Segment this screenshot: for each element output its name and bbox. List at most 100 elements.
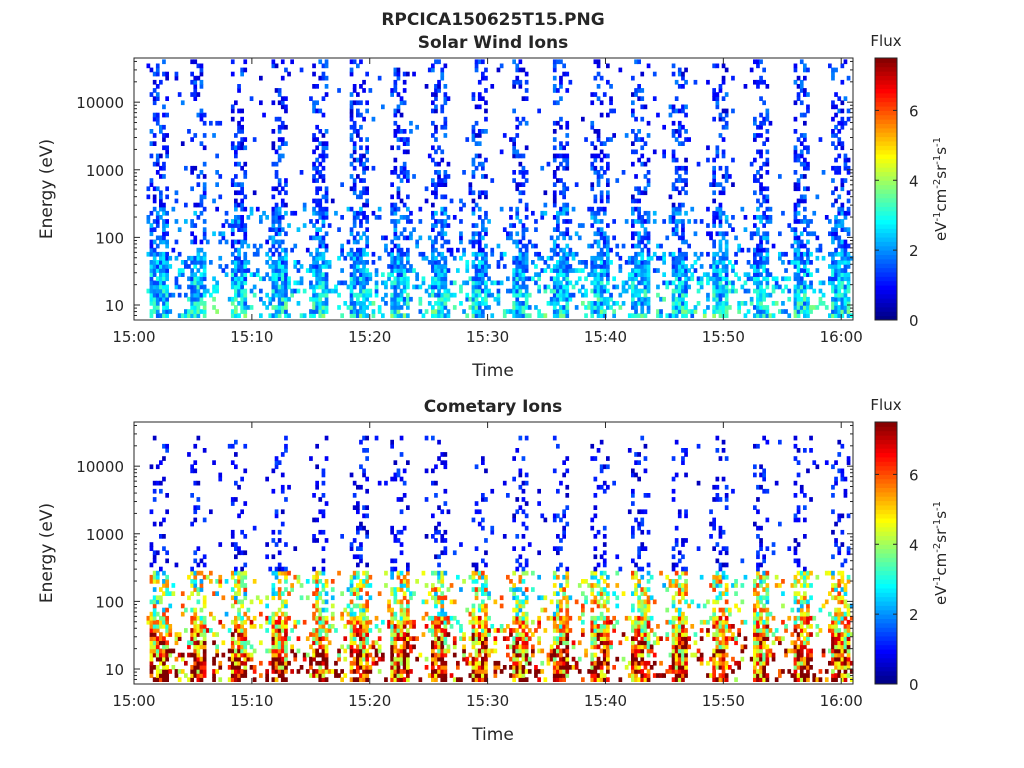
heatmap-cell — [471, 243, 476, 249]
heatmap-cell — [806, 161, 810, 167]
heatmap-cell — [471, 292, 476, 298]
heatmap-cell — [284, 247, 288, 253]
heatmap-cell — [527, 305, 532, 310]
heatmap-cell — [431, 202, 435, 208]
heatmap-cell — [796, 178, 801, 183]
heatmap-cell — [749, 296, 754, 302]
heatmap-cell — [155, 296, 160, 302]
heatmap-cell — [599, 247, 604, 253]
heatmap-cell — [193, 648, 198, 654]
heatmap-cell — [290, 292, 294, 298]
heatmap-cell — [155, 284, 160, 290]
heatmap-cell — [234, 439, 238, 445]
heatmap-cell — [609, 247, 613, 253]
heatmap-cell — [496, 296, 501, 302]
heatmap-cell — [599, 231, 604, 237]
heatmap-cell — [255, 247, 260, 253]
heatmap-cell — [718, 292, 723, 298]
heatmap-cell — [793, 260, 798, 265]
heatmap-cell — [318, 669, 323, 674]
heatmap-cell — [459, 231, 463, 237]
heatmap-cell — [330, 624, 335, 629]
heatmap-cell — [152, 628, 157, 633]
heatmap-cell — [202, 264, 207, 269]
heatmap-cell — [674, 79, 679, 85]
heatmap-cell — [193, 235, 198, 241]
heatmap-cell — [590, 124, 595, 130]
heatmap-cell — [809, 280, 813, 286]
heatmap-cell — [177, 251, 182, 257]
heatmap-cell — [165, 640, 169, 646]
heatmap-cell — [196, 677, 201, 682]
heatmap-cell — [477, 104, 482, 110]
heatmap-cell — [565, 157, 570, 163]
heatmap-cell — [324, 59, 329, 65]
heatmap-cell — [196, 505, 201, 510]
heatmap-cell — [249, 272, 254, 277]
heatmap-cell — [268, 296, 273, 302]
heatmap-cell — [237, 640, 241, 646]
heatmap-cell — [196, 660, 201, 666]
heatmap-cell — [349, 611, 354, 617]
heatmap-cell — [571, 206, 576, 212]
heatmap-cell — [778, 255, 782, 261]
heatmap-cell — [399, 96, 404, 101]
heatmap-cell — [290, 59, 294, 65]
heatmap-cell — [546, 264, 551, 269]
heatmap-cell — [193, 301, 198, 306]
heatmap-cell — [359, 124, 363, 130]
heatmap-cell — [365, 574, 369, 580]
heatmap-cell — [215, 206, 219, 212]
heatmap-cell — [753, 79, 757, 85]
heatmap-cell — [677, 67, 682, 73]
heatmap-cell — [315, 652, 319, 658]
heatmap-cell — [774, 301, 779, 306]
heatmap-cell — [234, 619, 238, 625]
heatmap-cell — [315, 202, 319, 208]
heatmap-cell — [724, 120, 729, 126]
heatmap-cell — [637, 296, 641, 302]
heatmap-cell — [477, 247, 482, 253]
heatmap-cell — [712, 210, 716, 216]
heatmap-cell — [418, 296, 423, 302]
heatmap-cell — [359, 542, 363, 547]
heatmap-cell — [837, 280, 842, 286]
heatmap-cell — [637, 231, 641, 237]
heatmap-cell — [234, 268, 238, 273]
heatmap-cell — [240, 566, 244, 572]
heatmap-cell — [180, 603, 185, 609]
colorbar-swatch — [875, 127, 897, 133]
heatmap-cell — [602, 153, 607, 159]
heatmap-cell — [356, 63, 360, 69]
heatmap-cell — [593, 219, 598, 224]
heatmap-cell — [321, 636, 326, 641]
heatmap-cell — [831, 231, 835, 237]
heatmap-cell — [518, 59, 523, 65]
heatmap-cell — [677, 292, 682, 298]
heatmap-cell — [512, 149, 516, 155]
heatmap-cell — [521, 116, 526, 122]
heatmap-cell — [274, 656, 279, 662]
heatmap-cell — [677, 276, 682, 282]
heatmap-cell — [646, 251, 651, 257]
heatmap-cell — [230, 669, 235, 674]
heatmap-cell — [193, 570, 198, 576]
heatmap-cell — [352, 190, 357, 196]
heatmap-cell — [202, 652, 207, 658]
heatmap-cell — [803, 206, 807, 212]
heatmap-cell — [393, 84, 398, 89]
heatmap-cell — [734, 235, 738, 241]
heatmap-cell — [159, 276, 163, 282]
heatmap-cell — [846, 305, 851, 310]
heatmap-cell — [280, 472, 285, 478]
heatmap-cell — [390, 92, 394, 97]
heatmap-cell — [243, 628, 248, 633]
heatmap-cell — [374, 640, 379, 646]
heatmap-cell — [762, 186, 766, 192]
heatmap-cell — [146, 219, 151, 224]
heatmap-cell — [149, 509, 154, 515]
heatmap-cell — [837, 210, 842, 216]
heatmap-cell — [271, 223, 276, 228]
heatmap-cell — [465, 296, 470, 302]
heatmap-cell — [271, 264, 276, 269]
